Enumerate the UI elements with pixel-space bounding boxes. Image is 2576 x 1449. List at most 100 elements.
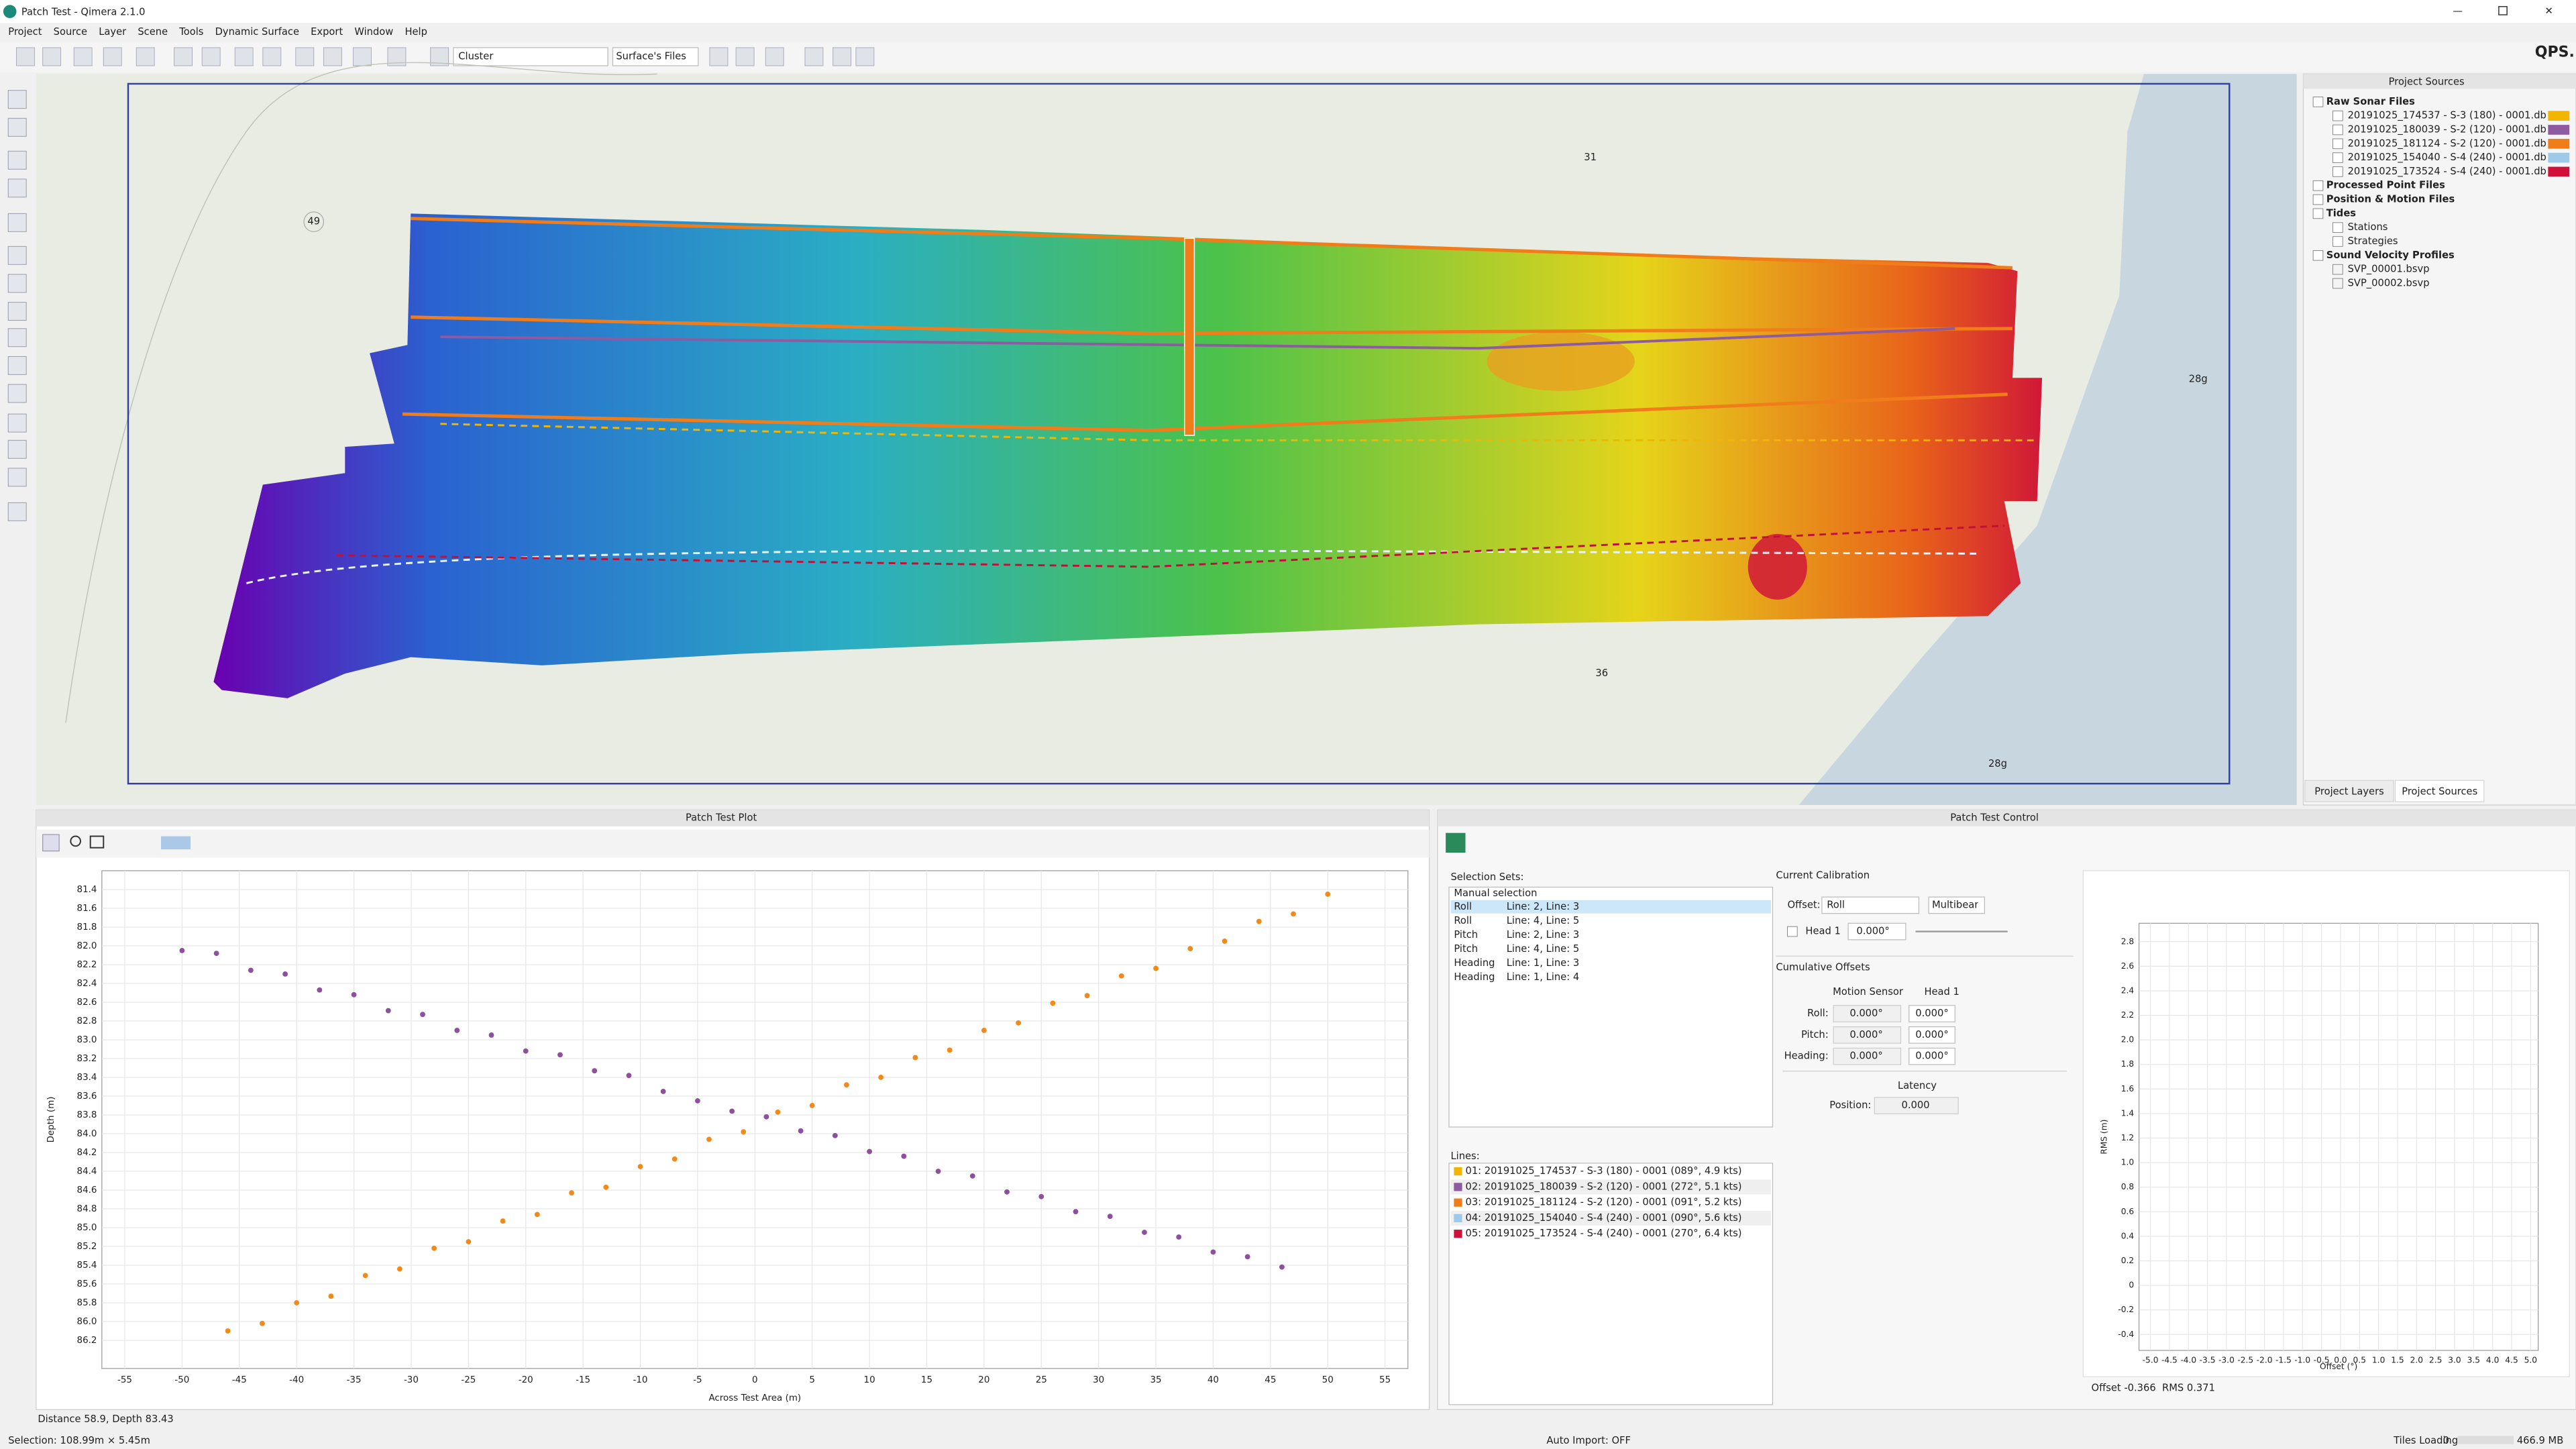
data-point	[661, 1089, 666, 1094]
checkbox[interactable]	[2333, 278, 2343, 288]
checkbox[interactable]	[2333, 223, 2343, 233]
toolbar-button[interactable]	[805, 48, 823, 66]
checkbox[interactable]	[2313, 97, 2323, 107]
y-tick-label: 0	[2129, 1281, 2134, 1290]
checkbox[interactable]	[1787, 926, 1797, 936]
toolbar-button[interactable]	[202, 48, 220, 66]
map-label: 49	[307, 216, 320, 227]
y-tick-label: 84.0	[77, 1129, 97, 1139]
run-button[interactable]	[1446, 833, 1465, 853]
x-tick-label: 15	[921, 1375, 932, 1385]
menu-item[interactable]: Dynamic Surface	[215, 26, 299, 38]
toolbar-button[interactable]	[736, 48, 754, 66]
minimize-button[interactable]: —	[2453, 5, 2463, 17]
tree-group: Processed Point Files	[2326, 180, 2445, 191]
tool-button[interactable]	[8, 502, 26, 521]
y-tick-label: 2.6	[2121, 961, 2135, 971]
x-tick-label: 10	[864, 1375, 875, 1385]
close-button[interactable]: ✕	[2544, 5, 2553, 17]
field-value: 0.000°	[1849, 1029, 1882, 1040]
toolbar-button[interactable]	[323, 48, 341, 66]
checkbox[interactable]	[2313, 180, 2323, 191]
x-tick-label: 20	[978, 1375, 989, 1385]
toolbar-button[interactable]	[833, 48, 851, 66]
color-tool[interactable]	[161, 837, 191, 850]
menu-item[interactable]: Layer	[99, 26, 127, 38]
toolbar-button[interactable]	[174, 48, 193, 66]
tool-button[interactable]	[8, 356, 26, 374]
toolbar-button[interactable]	[43, 48, 61, 66]
checkbox[interactable]	[2333, 167, 2343, 177]
data-point	[454, 1028, 460, 1033]
tab-label: Project Sources	[2402, 786, 2477, 797]
tool-button[interactable]	[8, 118, 26, 136]
line-item: 01: 20191025_174537 - S-3 (180) - 0001 (…	[1465, 1165, 1741, 1177]
tool-button[interactable]	[8, 274, 26, 292]
checkbox[interactable]	[2333, 111, 2343, 121]
tool-button[interactable]	[8, 303, 26, 321]
menu-item[interactable]: Window	[354, 26, 393, 38]
tool-button[interactable]	[8, 329, 26, 347]
tool-button[interactable]	[8, 384, 26, 402]
menu-item[interactable]: Source	[54, 26, 87, 38]
y-tick-label: 82.2	[77, 960, 97, 970]
toolbar-button[interactable]	[235, 48, 253, 66]
checkbox[interactable]	[2333, 237, 2343, 247]
toolbar-button[interactable]	[263, 48, 281, 66]
data-point	[1142, 1230, 1147, 1235]
toolbar-button[interactable]	[765, 48, 784, 66]
x-tick-label: -1.5	[2275, 1355, 2292, 1364]
checkbox[interactable]	[2333, 125, 2343, 135]
toolbar-button[interactable]	[354, 48, 372, 66]
menu-item[interactable]: Export	[311, 26, 343, 38]
data-point	[363, 1273, 368, 1278]
menu-item[interactable]: Project	[8, 26, 42, 38]
toolbar-button[interactable]	[74, 48, 92, 66]
checkbox[interactable]	[2333, 264, 2343, 274]
field-value: 0.000°	[1849, 1051, 1882, 1062]
tool-button[interactable]	[8, 246, 26, 264]
y-tick-label: 83.2	[77, 1054, 97, 1064]
tree-item: Stations	[2348, 221, 2388, 233]
checkbox[interactable]	[2333, 153, 2343, 163]
data-point	[328, 1293, 333, 1299]
data-point	[260, 1321, 265, 1326]
toolbar-button[interactable]	[296, 48, 314, 66]
menu-item[interactable]: Help	[405, 26, 427, 38]
toolbar-button[interactable]	[710, 48, 728, 66]
tool-button[interactable]	[8, 440, 26, 458]
tool-button[interactable]	[8, 91, 26, 109]
set-type: Pitch	[1454, 929, 1478, 941]
tool-button[interactable]	[8, 151, 26, 169]
tool-button[interactable]	[8, 213, 26, 231]
selection-box[interactable]	[1185, 238, 1195, 435]
checkbox[interactable]	[2333, 139, 2343, 149]
y-tick-label: 84.2	[77, 1148, 97, 1158]
row-label: Roll:	[1807, 1008, 1829, 1019]
checkbox[interactable]	[2313, 195, 2323, 205]
toolbar	[0, 43, 2576, 72]
y-tick-label: 86.2	[77, 1336, 97, 1346]
toolbar-button[interactable]	[136, 48, 154, 66]
checkbox[interactable]	[2313, 209, 2323, 219]
tool-button[interactable]	[8, 179, 26, 197]
set-lines: Line: 1, Line: 3	[1507, 957, 1579, 969]
tree-group: Raw Sonar Files	[2326, 96, 2415, 107]
data-point	[1222, 938, 1228, 944]
toolbar-button[interactable]	[856, 48, 874, 66]
file-color	[2548, 139, 2569, 149]
select-tool[interactable]	[43, 835, 59, 851]
panel-title: Patch Test Plot	[686, 812, 757, 824]
menu-item[interactable]: Tools	[178, 26, 203, 38]
y-tick-label: 84.8	[77, 1204, 97, 1214]
tool-button[interactable]	[8, 414, 26, 432]
section-label: Selection Sets:	[1450, 871, 1523, 883]
x-tick-label: 30	[1093, 1375, 1104, 1385]
menu-item[interactable]: Scene	[138, 26, 168, 38]
tool-button[interactable]	[8, 468, 26, 486]
toolbar-button[interactable]	[16, 48, 34, 66]
panel-title: Patch Test Control	[1950, 812, 2039, 824]
checkbox[interactable]	[2313, 250, 2323, 260]
line-color	[1454, 1230, 1462, 1238]
toolbar-button[interactable]	[103, 48, 121, 66]
